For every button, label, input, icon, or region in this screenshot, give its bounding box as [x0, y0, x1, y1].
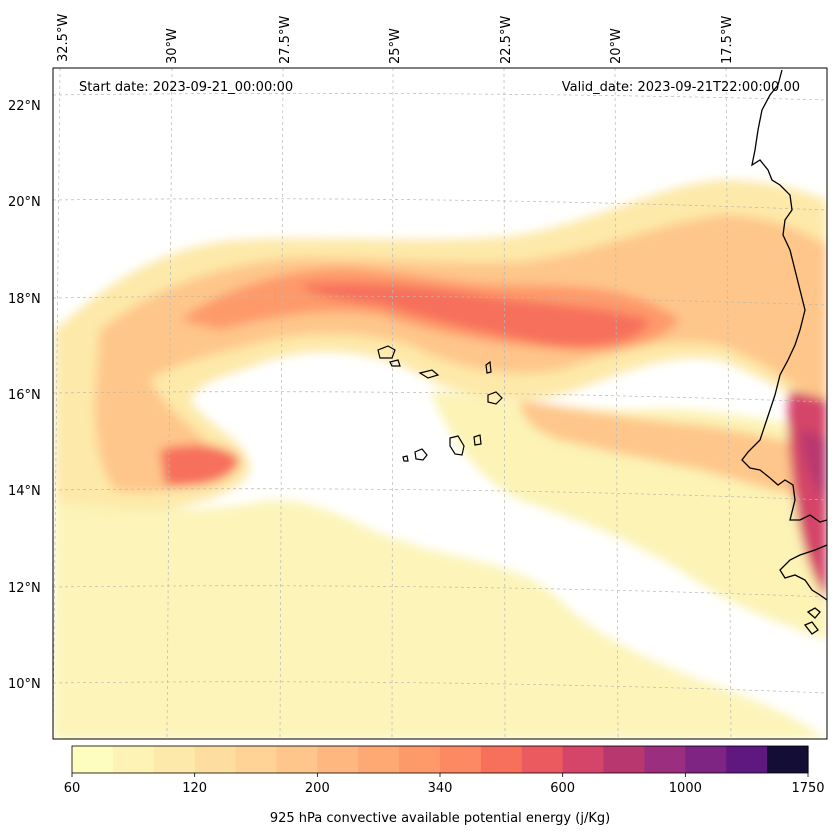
colorbar-tick-label: 1000: [669, 781, 702, 796]
lat-label: 22°N: [8, 99, 41, 114]
lon-label: 22.5°W: [499, 16, 514, 64]
lon-label: 30°W: [165, 28, 180, 64]
colorbar-tick-label: 120: [182, 781, 207, 796]
colorbar-segment: [726, 746, 768, 773]
lon-label: 27.5°W: [278, 16, 293, 64]
colorbar-segment: [153, 746, 196, 773]
colorbar-segment: [685, 746, 727, 773]
island-sao-vicente: [389, 359, 401, 367]
colorbar-ticks: 60 120 200 340 600 1000 1750: [64, 773, 825, 796]
colorbar: 60 120 200 340 600 1000 1750 925 hPa convectiv…: [64, 745, 825, 826]
lon-label: 20°W: [609, 28, 624, 64]
lat-label: 12°N: [8, 581, 41, 596]
colorbar-tick-label: 1750: [791, 781, 824, 796]
lat-label: 10°N: [8, 677, 41, 692]
coastline: [741, 69, 827, 635]
colorbar-segment: [521, 746, 564, 773]
island-boa-vista: [487, 391, 503, 405]
lon-label: 25°W: [388, 28, 403, 64]
cape-field: [53, 180, 827, 739]
island-brava: [402, 455, 409, 462]
longitude-labels: 32.5°W 30°W 27.5°W 25°W 22.5°W 20°W 17.5…: [56, 14, 735, 64]
lon-label: 17.5°W: [720, 16, 735, 64]
colorbar-segment: [72, 746, 114, 773]
colorbar-label: 925 hPa convective available potential e…: [270, 811, 610, 826]
lat-label: 20°N: [8, 195, 41, 210]
colorbar-segment: [276, 746, 318, 773]
lat-label: 14°N: [8, 484, 41, 499]
lon-label: 32.5°W: [56, 14, 71, 62]
latitude-labels: 22°N 20°N 18°N 16°N 14°N 12°N 10°N: [8, 99, 41, 692]
colorbar-tick-label: 200: [305, 781, 330, 796]
map-frame: [52, 67, 828, 740]
colorbar-segment: [194, 746, 237, 773]
colorbar-segment: [317, 746, 359, 773]
colorbar-segment: [112, 746, 155, 773]
colorbar-tick-label: 340: [428, 781, 453, 796]
colorbar-segment: [235, 746, 278, 773]
lat-label: 16°N: [8, 388, 41, 403]
colorbar-segment: [358, 746, 400, 773]
colorbar-segment: [399, 746, 441, 773]
island-maio: [473, 434, 482, 446]
island-santiago: [449, 435, 465, 456]
map-area: [53, 68, 827, 739]
colorbar-segments: [72, 746, 809, 773]
colorbar-segment: [440, 746, 482, 773]
colorbar-segment: [480, 746, 523, 773]
colorbar-segment: [603, 746, 646, 773]
colorbar-segment: [767, 746, 809, 773]
island-fogo: [414, 448, 428, 461]
island-sal: [485, 360, 492, 374]
colorbar-segment: [562, 746, 605, 773]
guinea-coastline: [779, 544, 827, 601]
lat-label: 18°N: [8, 292, 41, 307]
start-date-label: Start date: 2023-09-21_00:00:00: [79, 80, 293, 95]
island-santo-antao: [377, 345, 396, 359]
cape-verde-islands: [377, 345, 503, 462]
bissago-islands: [803, 607, 821, 635]
africa-coastline: [741, 69, 827, 523]
island-sao-nicolau: [418, 369, 440, 379]
colorbar-tick-label: 60: [64, 781, 81, 796]
valid-date-label: Valid_date: 2023-09-21T22:00:00.00: [562, 80, 800, 95]
colorbar-segment: [644, 746, 686, 773]
graticule: [53, 68, 827, 739]
colorbar-tick-label: 600: [550, 781, 575, 796]
